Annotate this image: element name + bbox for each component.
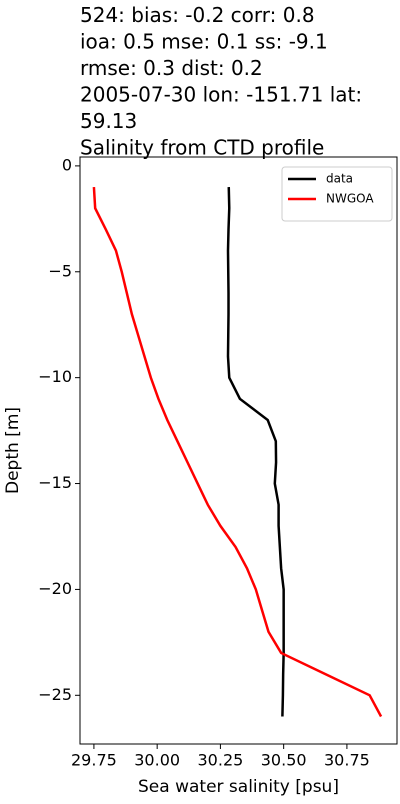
chart-title: 59.13 [80, 109, 137, 133]
legend-label: data [326, 172, 353, 186]
x-tick-label: 30.00 [134, 751, 180, 770]
legend-box [281, 166, 393, 222]
y-tick-label: −25 [38, 685, 72, 704]
y-tick-label: −10 [38, 367, 72, 386]
plot-frame [79, 156, 398, 745]
y-tick-label: −5 [48, 261, 72, 280]
y-tick-label: 0 [62, 155, 72, 174]
series-line [226, 187, 285, 717]
x-tick-label: 29.75 [71, 751, 117, 770]
y-tick-label: −20 [38, 579, 72, 598]
series-line [92, 186, 383, 718]
x-axis-label: Sea water salinity [psu] [138, 777, 339, 797]
x-tick-label: 30.75 [324, 751, 370, 770]
chart-title: 2005-07-30 lon: -151.71 lat: [80, 83, 362, 107]
y-tick-label: −15 [38, 473, 72, 492]
x-tick-label: 30.50 [261, 751, 307, 770]
legend-label: NWGOA [326, 192, 374, 206]
chart-title: ioa: 0.5 mse: 0.1 ss: -9.1 [80, 30, 328, 54]
y-axis-label: Depth [m] [3, 407, 23, 494]
chart-title: Salinity from CTD profile [80, 136, 324, 160]
chart-title: 524: bias: -0.2 corr: 0.8 [80, 3, 315, 27]
x-tick-label: 30.25 [198, 751, 244, 770]
chart-title: rmse: 0.3 dist: 0.2 [80, 56, 263, 80]
